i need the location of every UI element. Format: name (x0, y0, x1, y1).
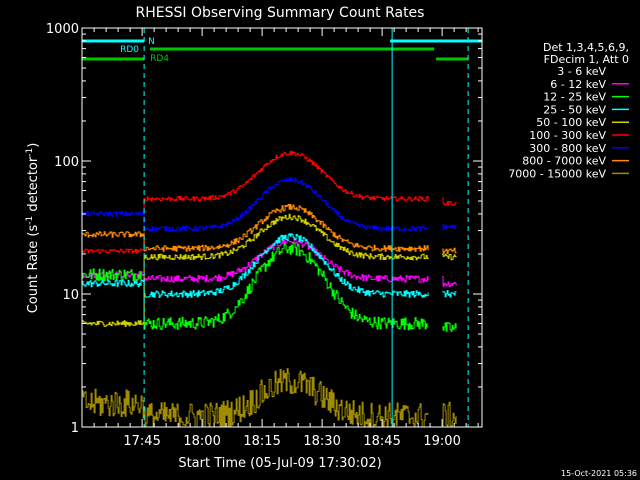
legend-label-2: 12 - 25 keV (543, 91, 606, 104)
series-line-4 (82, 213, 457, 327)
legend-label-6: 300 - 800 keV (529, 142, 606, 155)
legend-label-8: 7000 - 15000 keV (508, 167, 606, 180)
series-line-6 (82, 177, 457, 232)
legend: Det 1,3,4,5,6,9,FDecim 1, Att 03 - 6 keV… (508, 41, 629, 180)
generation-timestamp: 15-Oct-2021 05:36 (561, 469, 637, 478)
series-line-7 (82, 204, 457, 254)
legend-header-1: FDecim 1, Att 0 (544, 53, 629, 66)
plot-frame (81, 27, 483, 428)
legend-label-4: 50 - 100 keV (536, 116, 606, 129)
annotation-layer: N RD0 RD4 (82, 28, 482, 427)
y-tick-label-2: 100 (54, 155, 79, 170)
series-layer (82, 150, 457, 428)
y-tick-label-0: 1 (71, 421, 79, 436)
x-tick-label-2: 18:15 (243, 434, 280, 449)
x-tick-label-0: 17:45 (123, 434, 160, 449)
y-tick-label-3: 1000 (46, 22, 79, 37)
x-tick-label-5: 19:00 (423, 434, 460, 449)
night-label: N (148, 37, 155, 47)
x-axis-label: Start Time (05-Jul-09 17:30:02) (178, 456, 381, 471)
y-tick-label-1: 10 (62, 288, 79, 303)
legend-label-1: 6 - 12 keV (550, 78, 606, 91)
series-line-5 (82, 150, 457, 254)
legend-header-0: Det 1,3,4,5,6,9, (543, 41, 629, 54)
legend-label-3: 25 - 50 keV (543, 103, 606, 116)
legend-label-0: 3 - 6 keV (557, 65, 606, 78)
series-line-2 (82, 242, 457, 332)
legend-label-5: 100 - 300 keV (529, 129, 606, 142)
tick-layer: 17:45 18:00 18:15 18:30 18:45 19:00 1 10 100 1000 (46, 22, 482, 449)
x-tick-label-1: 18:00 (183, 434, 220, 449)
x-tick-label-4: 18:45 (363, 434, 400, 449)
x-tick-label-3: 18:30 (303, 434, 340, 449)
legend-label-7: 800 - 7000 keV (522, 155, 606, 168)
rd4-label: RD4 (150, 54, 169, 64)
series-line-3 (82, 233, 457, 298)
chart-title: RHESSI Observing Summary Count Rates (136, 5, 425, 21)
y-axis-label: Count Rate (s-1 detector-1) (25, 143, 41, 314)
rd0-label: RD0 (120, 45, 139, 55)
